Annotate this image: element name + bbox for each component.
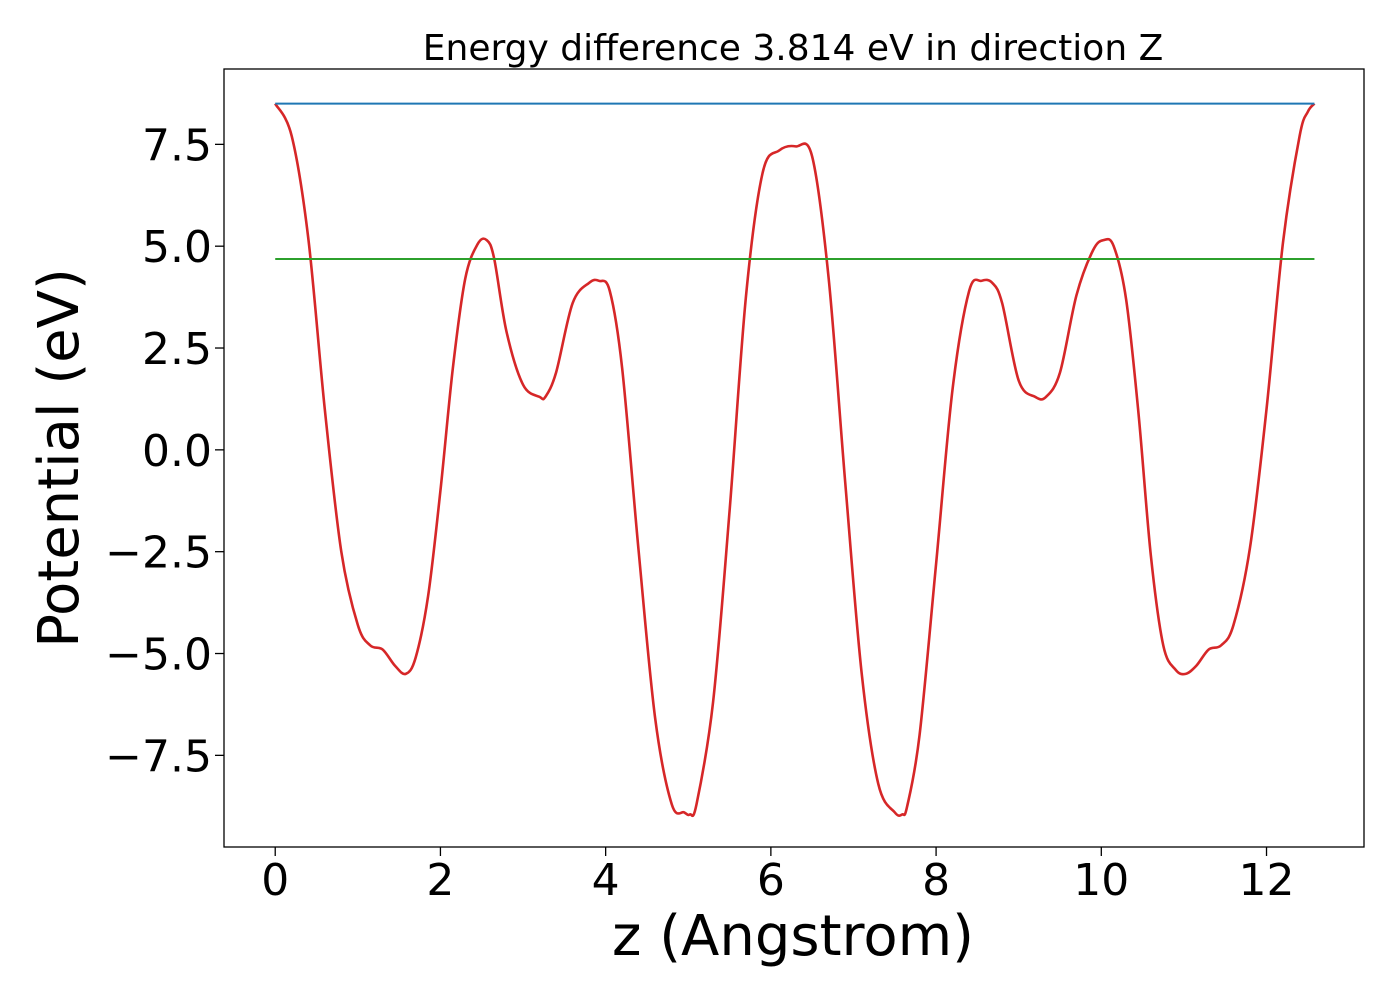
y-tick-label: −7.5 (105, 731, 212, 782)
y-tick-label: 7.5 (142, 120, 212, 171)
y-tick-label: −5.0 (105, 630, 212, 681)
x-tick-label: 12 (1239, 855, 1295, 906)
x-tick-label: 6 (757, 855, 785, 906)
y-axis: −7.5 −5.0 −2.5 0.0 2.5 5.0 7.5 (105, 120, 224, 782)
plot-area (274, 102, 1316, 818)
y-tick-label: 5.0 (142, 222, 212, 273)
potential-curve (274, 102, 1316, 818)
x-axis-label: z (Angstrom) (612, 904, 974, 969)
x-tick-label: 4 (592, 855, 620, 906)
y-axis-label: Potential (eV) (27, 268, 92, 648)
y-tick-label: −2.5 (105, 528, 212, 579)
x-tick-label: 8 (922, 855, 950, 906)
plot-frame (223, 68, 1365, 848)
y-tick-label: 2.5 (142, 324, 212, 375)
chart-title: Energy difference 3.814 eV in direction … (423, 28, 1164, 69)
x-tick-label: 0 (261, 855, 289, 906)
x-tick-label: 2 (426, 855, 454, 906)
x-tick-label: 10 (1073, 855, 1129, 906)
x-axis: 0 2 4 6 8 10 12 (261, 847, 1295, 906)
y-tick-label: 0.0 (142, 426, 212, 477)
